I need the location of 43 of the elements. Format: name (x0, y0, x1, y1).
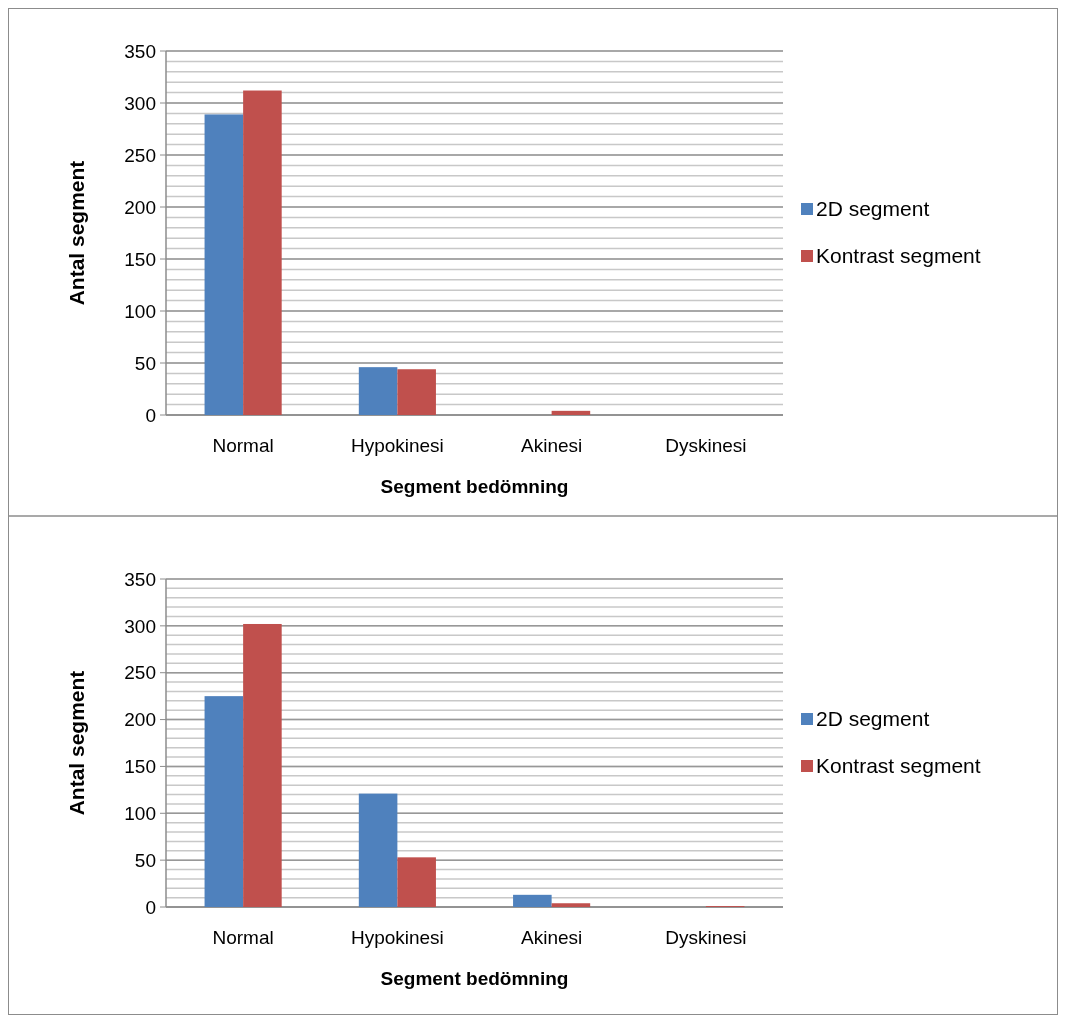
legend-label: Kontrast segment (816, 754, 981, 778)
bar (358, 793, 398, 907)
y-tick-label: 250 (124, 662, 156, 684)
y-tick-label: 150 (124, 756, 156, 778)
y-tick-label: 50 (134, 849, 156, 871)
y-tick-label: 100 (124, 300, 156, 322)
legend-label: Kontrast segment (816, 244, 981, 268)
bar (358, 367, 398, 415)
bar (397, 857, 436, 907)
x-tick-label: Hypokinesi (350, 435, 444, 456)
y-tick-label: 350 (124, 40, 156, 62)
bar (204, 696, 244, 907)
bar (243, 623, 282, 907)
legend-label: 2D segment (816, 707, 930, 731)
x-tick-label: Hypokinesi (350, 927, 444, 948)
y-tick-label: 50 (134, 352, 156, 374)
bar (551, 903, 591, 907)
x-tick-label: Dyskinesi (665, 927, 747, 948)
y-tick-label: 0 (145, 896, 156, 918)
x-tick-label: Normal (212, 927, 274, 948)
y-tick-label: 100 (124, 802, 156, 824)
y-tick-label: 200 (124, 709, 156, 731)
y-tick-label: 300 (124, 615, 156, 637)
y-axis-title: Antal segment (65, 160, 88, 306)
y-tick-label: 0 (145, 404, 156, 426)
bar (243, 90, 282, 415)
x-tick-label: Normal (212, 435, 274, 456)
bar (204, 114, 244, 415)
y-axis-title: Antal segment (65, 670, 88, 816)
bar (551, 410, 591, 415)
legend-label: 2D segment (816, 197, 930, 221)
x-tick-label: Akinesi (521, 927, 583, 948)
y-tick-label: 350 (124, 568, 156, 590)
x-axis-title: Segment bedömning (380, 476, 569, 497)
y-tick-label: 150 (124, 248, 156, 270)
x-axis-title: Segment bedömning (380, 968, 569, 989)
x-tick-label: Akinesi (521, 435, 583, 456)
y-tick-label: 300 (124, 92, 156, 114)
bar (397, 369, 436, 415)
x-tick-label: Dyskinesi (665, 435, 747, 456)
bar (513, 894, 552, 907)
y-tick-label: 250 (124, 144, 156, 166)
y-tick-label: 200 (124, 196, 156, 218)
